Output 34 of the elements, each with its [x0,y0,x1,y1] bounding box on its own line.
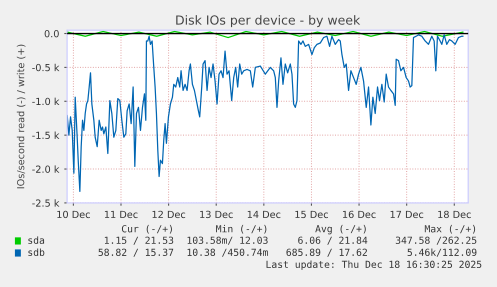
text: Avg (-/+) [315,224,366,234]
x-tick-label: 15 Dec [295,210,328,218]
text: 347.58 /262.25 [396,236,476,245]
text: 685.89 / 17.62 [286,248,367,257]
line-series [67,34,464,192]
text: Last update: Thu Dec 18 16:30:25 2025 [266,260,482,270]
x-tick-label: 17 Dec [390,210,424,218]
x-tick-label: 14 Dec [248,210,280,218]
legend-label: sdb [28,248,44,256]
y-tick-label: -2.0 k [32,165,60,173]
legend-label: sda [28,236,44,244]
x-tick-label: 13 Dec [200,210,233,218]
y-tick-label: -1.0 k [32,98,60,106]
text: Cur (-/+) [122,224,172,234]
y-tick-label: 0.0 [44,30,59,38]
line-series [67,30,464,38]
x-tick-label: 18 Dec [438,210,471,218]
x-tick-label: 12 Dec [152,210,186,218]
text: 1.15 / 21.53 [104,236,174,245]
text: Min (-/+) [216,224,266,234]
x-tick-label: 16 Dec [342,210,376,218]
x-tick-label: 10 Dec [57,210,90,218]
y-axis-title: IOs/second read (-) / write (+) [16,44,26,188]
chart-title: Disk IOs per device - by week [176,15,360,28]
text: 58.82 / 15.37 [98,248,174,257]
text: 5.46k/112.09 [408,248,476,257]
text: Max (-/+) [424,224,476,234]
y-tick-label: -1.5 k [32,131,60,139]
y-tick-label: -2.5 k [32,199,60,207]
y-tick-label: -0.5 k [32,64,60,72]
text: 6.06 / 21.84 [298,236,368,245]
text: 10.38 /450.74m [188,248,268,257]
x-tick-label: 11 Dec [104,210,138,218]
text: 103.58m/ 12.03 [188,236,268,245]
